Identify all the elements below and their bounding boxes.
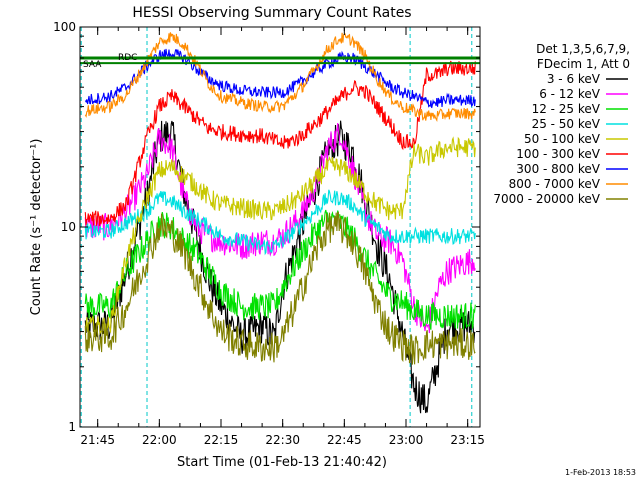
x-tick-label: 22:30 [265,433,300,447]
series-100-300-kev [84,60,476,226]
legend-label: 100 - 300 keV [516,147,600,161]
series-7000-20000-kev [84,211,476,365]
chart-title: HESSI Observing Summary Count Rates [132,5,411,21]
series-layer [84,32,476,414]
x-tick-label: 21:45 [80,433,115,447]
legend-header-line-1: Det 1,3,5,6,7,9, [536,42,630,56]
y-tick-label: 1 [68,420,76,434]
legend-header-line-2: FDecim 1, Att 0 [537,57,630,71]
y-tick-label: 10 [61,220,76,234]
x-axis: 21:45 22:00 22:15 22:30 22:45 23:00 23:15 [80,27,485,447]
flag-label-saa: SAA [83,60,102,70]
legend-label: 25 - 50 keV [532,117,601,131]
y-axis: 1 10 100 [53,20,480,434]
x-axis-label: Start Time (01-Feb-13 21:40:42) [177,455,387,470]
legend: Det 1,3,5,6,7,9, FDecim 1, Att 0 3 - 6 k… [493,42,630,206]
series-25-50-kev [84,189,476,256]
x-tick-label: 23:15 [450,433,485,447]
y-tick-label: 100 [53,20,76,34]
series-300-800-kev [84,48,476,109]
x-tick-label: 23:00 [389,433,424,447]
legend-label: 50 - 100 keV [524,132,601,146]
series-50-100-kev [84,136,476,338]
series-800-7000-kev [84,32,476,122]
timestamp: 1-Feb-2013 18:53 [565,468,636,477]
legend-label: 12 - 25 keV [532,102,601,116]
legend-label: 3 - 6 keV [547,72,601,86]
x-tick-label: 22:00 [142,433,177,447]
x-tick-label: 22:15 [204,433,239,447]
legend-label: 7000 - 20000 keV [493,192,600,206]
flag-label-rdc: RDC [118,53,137,63]
legend-label: 800 - 7000 keV [509,177,601,191]
legend-label: 300 - 800 keV [516,162,600,176]
x-tick-label: 22:45 [327,433,362,447]
legend-label: 6 - 12 keV [539,87,601,101]
y-axis-label: Count Rate (s⁻¹ detector⁻¹) [29,139,44,316]
flag-bars: RDC SAA [80,53,480,70]
